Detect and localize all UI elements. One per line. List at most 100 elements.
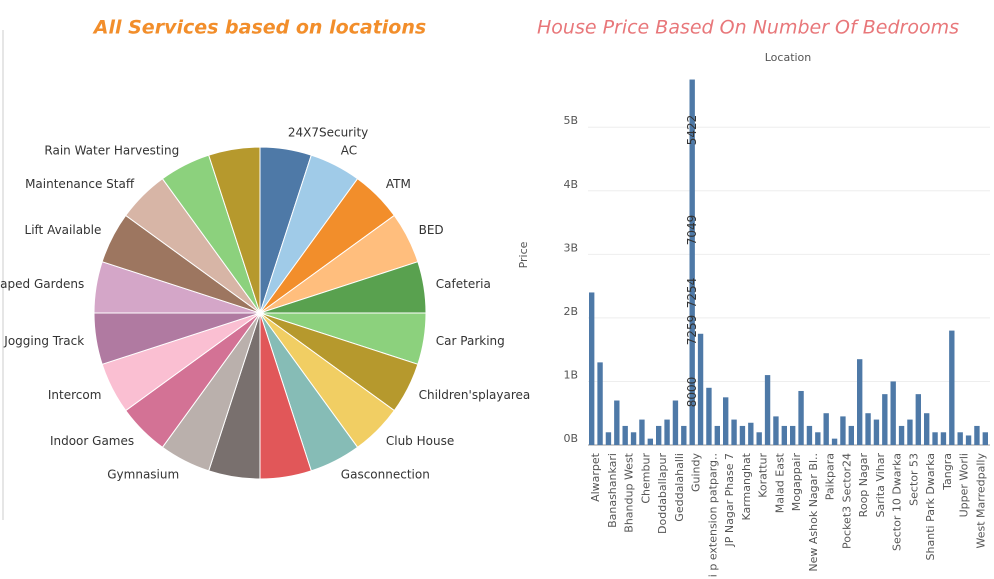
y-tick-label: 2B [563, 305, 578, 318]
bar [756, 432, 762, 445]
x-tick-label: Sector 53 [907, 453, 920, 506]
bar [630, 432, 637, 445]
bar [898, 425, 905, 445]
bar [882, 394, 888, 445]
x-tick-label: Tangra [941, 453, 954, 491]
bar [974, 425, 980, 445]
y-axis-title: Price [517, 241, 530, 268]
y-tick-label: 4B [563, 178, 578, 191]
bar [840, 416, 846, 445]
bar [664, 419, 670, 445]
bar [647, 438, 653, 445]
slice-label: Lift Available [25, 223, 102, 237]
x-tick-label: Korattur [757, 453, 770, 498]
slice-label: BED [419, 223, 444, 237]
bar [589, 292, 595, 445]
y-tick-label: 3B [563, 241, 578, 254]
bar [949, 330, 955, 445]
bar [831, 438, 838, 445]
annotation: 7254 [685, 278, 699, 309]
slice-label: ATM [386, 177, 411, 191]
x-tick-label: Sarita Vihar [874, 453, 887, 518]
bar [932, 432, 938, 445]
x-tick-label: Banashankari [606, 453, 619, 528]
slice-label: Car Parking [436, 334, 505, 348]
bar [965, 435, 972, 445]
x-tick-label: Karmanghat [740, 452, 753, 520]
slice-label: Rain Water Harvesting [44, 143, 179, 157]
x-tick-label: Pocket3 Sector24 [840, 453, 853, 549]
bar [915, 394, 921, 445]
bar [848, 425, 854, 445]
bar [689, 79, 695, 445]
bar [723, 397, 729, 445]
bar [605, 432, 612, 445]
slice-label: 24X7Security [288, 126, 368, 140]
bar [714, 425, 720, 445]
bar [790, 425, 796, 445]
annotation: 7259 [685, 315, 699, 346]
slice-label: Gasconnection [341, 468, 430, 482]
slice-label: Indoor Games [50, 434, 134, 448]
pie-slice [208, 146, 261, 314]
annotation: 8000 [685, 377, 699, 408]
annotation: 7049 [685, 215, 699, 246]
slice-label: Landscaped Gardens [0, 277, 84, 291]
x-tick-label: Guindy [690, 453, 703, 493]
x-tick-label: Bhandup West [623, 452, 636, 532]
slice-label: Children'splayarea [419, 388, 531, 402]
bar [622, 425, 628, 445]
bar [873, 419, 880, 445]
y-tick-label: 1B [563, 368, 578, 381]
x-tick-label: Malad East [773, 452, 786, 513]
bar [865, 413, 871, 445]
slice-label: Club House [386, 434, 454, 448]
bar [739, 425, 746, 445]
bar [748, 422, 754, 445]
bar [907, 419, 913, 445]
x-axis-title: Location [765, 51, 812, 64]
slice-label: AC [341, 143, 357, 157]
bar-title: House Price Based On Number Of Bedrooms [537, 17, 959, 39]
x-tick-label: Paikpara [824, 453, 837, 500]
pie-title: All Services based on locations [92, 17, 426, 39]
x-tick-label: i p extension patparg.. [706, 453, 719, 577]
bar [806, 425, 813, 445]
bar [857, 359, 863, 445]
bar [781, 425, 787, 445]
bar [697, 333, 704, 445]
bar [614, 400, 620, 445]
bar [597, 362, 603, 445]
x-tick-label: Chembur [639, 453, 652, 504]
bar [706, 387, 712, 445]
slice-label: Gymnasium [107, 468, 179, 482]
bar [656, 425, 662, 445]
annotation: 5422 [685, 115, 699, 146]
slice-label: Cafeteria [436, 277, 491, 291]
x-tick-label: New Ashok Nagar Bl.. [807, 453, 820, 572]
bar [940, 432, 947, 445]
slice-label: Jogging Track [3, 334, 84, 348]
bar [681, 425, 687, 445]
x-tick-label: Upper Worli [958, 453, 971, 517]
bar [798, 390, 804, 445]
bar [639, 419, 645, 445]
bar [764, 375, 771, 445]
slice-label: Intercom [48, 388, 102, 402]
bar [823, 413, 829, 445]
x-tick-label: Shanti Park Dwarka [924, 453, 937, 560]
x-tick-label: JP Nagar Phase 7 [723, 453, 736, 547]
x-tick-label: Mogappair [790, 453, 803, 512]
x-tick-label: Roop Nagar [857, 453, 870, 518]
bar [773, 416, 779, 445]
x-tick-label: Sector 10 Dwarka [891, 453, 904, 551]
y-tick-label: 0B [563, 432, 578, 445]
bar [672, 400, 679, 445]
bar [890, 381, 896, 445]
bar [815, 432, 821, 445]
x-tick-label: Doddaballapur [656, 453, 669, 534]
slice-label: Maintenance Staff [25, 177, 135, 191]
y-tick-label: 5B [563, 114, 578, 127]
bar [924, 413, 930, 445]
